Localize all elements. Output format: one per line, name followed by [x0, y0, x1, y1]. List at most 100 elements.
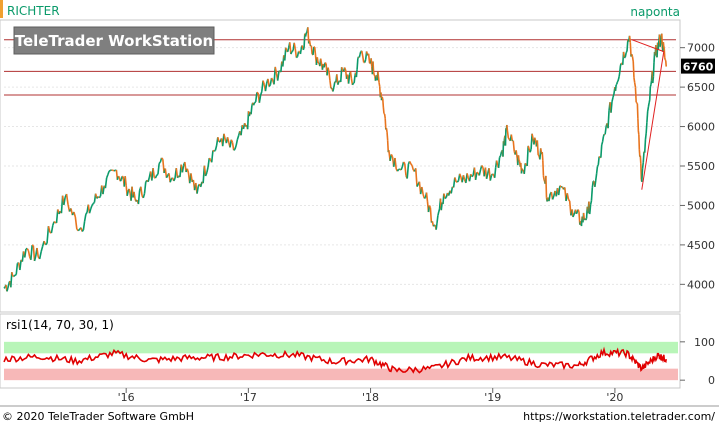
- price-segment: [307, 27, 310, 44]
- price-segment: [107, 171, 110, 176]
- price-segment: [548, 193, 551, 202]
- price-segment: [274, 66, 278, 74]
- price-segment: [377, 76, 380, 83]
- price-segment: [611, 97, 614, 103]
- price-segment: [411, 165, 415, 171]
- price-segment: [633, 82, 637, 88]
- price-segment: [454, 177, 457, 182]
- price-segment: [655, 45, 658, 56]
- price-segment: [230, 139, 234, 143]
- price-segment: [258, 95, 262, 103]
- price-segment: [600, 141, 604, 146]
- price-segment: [328, 71, 331, 81]
- price-segment: [312, 46, 315, 56]
- price-segment: [531, 133, 534, 139]
- price-segment: [186, 168, 190, 174]
- price-segment: [11, 272, 14, 277]
- price-segment: [235, 139, 239, 146]
- price-segment: [231, 142, 235, 151]
- price-segment: [466, 173, 470, 179]
- price-segment: [363, 59, 367, 63]
- price-segment: [74, 216, 78, 230]
- price-segment: [645, 122, 648, 134]
- price-segment: [372, 61, 375, 73]
- price-segment: [32, 245, 36, 262]
- price-segment: [299, 49, 302, 55]
- price-segment: [616, 80, 619, 83]
- price-segment: [264, 83, 268, 92]
- price-segment: [308, 40, 312, 47]
- price-segment: [372, 71, 375, 76]
- price-segment: [175, 167, 179, 178]
- price-segment: [161, 157, 164, 160]
- price-segment: [474, 172, 478, 181]
- price-segment: [108, 169, 111, 172]
- price-segment: [640, 168, 644, 182]
- rsi-line: [3, 346, 667, 374]
- price-segment: [377, 71, 380, 78]
- price-segment: [657, 40, 660, 50]
- price-segment: [567, 198, 571, 202]
- price-segment: [542, 175, 545, 181]
- price-segment: [652, 62, 655, 77]
- price-segment: [383, 113, 386, 119]
- price-segment: [619, 63, 622, 67]
- price-segment: [644, 133, 647, 140]
- price-segment: [33, 255, 37, 262]
- price-segment: [390, 154, 394, 158]
- price-y-tick-label: 6000: [687, 121, 715, 134]
- price-segment: [304, 32, 308, 37]
- price-segment: [7, 283, 10, 289]
- price-y-tick-label: 4000: [687, 278, 715, 291]
- price-segment: [633, 77, 636, 83]
- price-segment: [406, 163, 410, 179]
- price-segment: [190, 173, 193, 182]
- price-segment: [276, 71, 280, 81]
- price-segment: [373, 74, 376, 77]
- x-tick-label: '17: [240, 391, 257, 404]
- price-segment: [142, 193, 146, 199]
- price-segment: [121, 175, 124, 178]
- price-segment: [333, 81, 336, 88]
- brand-badge-box: [13, 26, 215, 55]
- price-segment: [607, 110, 610, 129]
- price-segment: [619, 65, 622, 73]
- price-segment: [604, 126, 607, 135]
- price-segment: [575, 211, 579, 215]
- price-segment: [157, 163, 160, 175]
- price-segment: [647, 102, 650, 108]
- price-segment: [217, 137, 220, 143]
- price-segment: [288, 42, 292, 55]
- price-segment: [169, 178, 173, 183]
- price-segment: [617, 78, 620, 82]
- price-segment: [650, 80, 653, 85]
- price-segment: [512, 140, 516, 152]
- price-segment: [510, 134, 514, 142]
- price-segment: [646, 106, 650, 112]
- rsi-title: rsi1(14, 70, 30, 1): [6, 318, 114, 332]
- price-segment: [536, 140, 539, 155]
- price-segment: [133, 191, 136, 199]
- last-value-box: [681, 58, 715, 74]
- price-segment: [400, 166, 404, 171]
- price-segment: [23, 248, 27, 258]
- price-y-tick-label: 5000: [687, 199, 715, 212]
- price-segment: [585, 217, 588, 221]
- price-series: [3, 27, 668, 292]
- price-segment: [53, 220, 56, 224]
- price-segment: [572, 214, 575, 218]
- price-segment: [77, 228, 81, 232]
- source-url[interactable]: https://workstation.teletrader.com/: [523, 410, 715, 423]
- price-segment: [384, 118, 387, 130]
- price-segment: [313, 47, 317, 56]
- brand-text: TeleTrader WorkStation: [15, 32, 213, 50]
- price-segment: [542, 160, 545, 176]
- price-y-tick-label: 7000: [687, 42, 715, 55]
- price-segment: [617, 76, 620, 80]
- price-segment: [450, 186, 454, 194]
- price-segment: [631, 53, 634, 57]
- price-segment: [428, 205, 432, 209]
- price-segment: [492, 173, 495, 176]
- last-value-marker: 6760: [681, 58, 715, 74]
- price-segment: [302, 47, 305, 51]
